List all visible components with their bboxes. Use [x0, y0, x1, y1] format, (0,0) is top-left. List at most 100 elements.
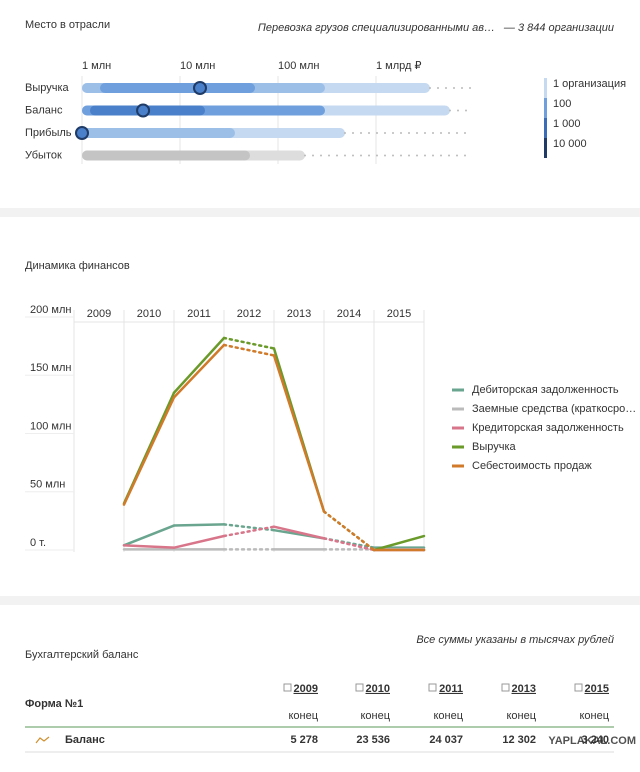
series-line — [222, 343, 276, 357]
expand-icon — [501, 683, 510, 692]
distribution-dot — [304, 154, 306, 157]
distribution-dot — [448, 132, 450, 134]
distribution-dot — [464, 132, 466, 134]
x-tick-label: 2014 — [337, 308, 361, 320]
cell: 12 302 — [502, 734, 536, 746]
separator — [0, 596, 640, 605]
sub-header: конец — [288, 710, 318, 722]
series-line — [122, 544, 176, 549]
legend-swatch — [544, 98, 547, 118]
x-tick-label: 2010 — [137, 308, 161, 320]
distribution-dot — [456, 132, 458, 134]
expand-icon — [428, 683, 437, 692]
distribution-dot — [400, 154, 402, 157]
cell: 24 037 — [429, 734, 463, 746]
year-header: 2013 — [512, 683, 536, 695]
expand-icon — [283, 683, 292, 692]
distribution-dot — [392, 154, 394, 157]
x-tick-label: 1 млн — [82, 60, 111, 72]
distribution-dot — [429, 87, 431, 89]
distribution-dot — [392, 132, 394, 134]
legend-label: Заемные средства (краткосро… — [472, 403, 636, 415]
section-title: Бухгалтерский баланс — [25, 649, 139, 661]
legend-label: 1 организация — [553, 78, 626, 90]
distribution-dot — [352, 132, 354, 134]
row-label: Баланс — [25, 104, 63, 116]
distribution-dot — [344, 154, 346, 157]
expand-icon — [355, 683, 364, 692]
legend-swatch — [544, 138, 547, 158]
distribution-dot — [408, 132, 410, 134]
cell: 5 278 — [290, 734, 318, 746]
x-tick-label: 2015 — [387, 308, 411, 320]
distribution-dot — [376, 154, 378, 157]
distribution-dot — [437, 87, 439, 89]
legend-swatch — [544, 118, 547, 138]
row-label: Выручка — [25, 82, 70, 94]
section-title: Динамика финансов — [25, 260, 130, 272]
legend-label: Кредиторская задолженность — [472, 422, 624, 434]
watermark: YAPLAKAL.COM — [548, 735, 636, 747]
distribution-dot — [457, 109, 459, 112]
distribution-dot — [464, 154, 466, 157]
series-line — [222, 336, 276, 350]
distribution-dot — [384, 132, 386, 134]
x-tick-label: 10 млн — [180, 60, 215, 72]
sub-header: конец — [579, 710, 609, 722]
separator — [0, 208, 640, 217]
series-line — [122, 524, 176, 547]
org-count: — 3 844 организации — [503, 22, 614, 34]
series-line — [272, 354, 326, 513]
series-line — [122, 396, 176, 506]
series-line — [372, 534, 426, 552]
company-marker — [75, 126, 89, 140]
note: Все суммы указаны в тысячах рублей — [416, 634, 614, 646]
distribution-dot — [448, 154, 450, 157]
industry: Перевозка грузов специализированными ав… — [258, 22, 495, 34]
x-tick-label: 2011 — [187, 308, 211, 320]
row-label: Баланс — [65, 734, 105, 746]
distribution-dot — [465, 109, 467, 112]
y-tick-label: 50 млн — [30, 479, 65, 491]
distribution-dot — [320, 154, 322, 157]
series-line — [172, 343, 226, 399]
y-tick-label: 200 млн — [30, 304, 71, 316]
distribution-dot — [336, 154, 338, 157]
legend-label: 1 000 — [553, 118, 581, 130]
legend-swatch — [544, 78, 547, 98]
distribution-dot — [360, 154, 362, 157]
distribution-dot — [432, 132, 434, 134]
year-header: 2010 — [366, 683, 390, 695]
cell: 23 536 — [356, 734, 390, 746]
distribution-dot — [416, 132, 418, 134]
year-header: 2015 — [585, 683, 609, 695]
distribution-dot — [445, 87, 447, 89]
distribution-dot — [424, 154, 426, 157]
series-line — [322, 510, 376, 552]
legend-label: 100 — [553, 98, 571, 110]
distribution-dot — [328, 154, 330, 157]
distribution-dot — [456, 154, 458, 157]
y-tick-label: 0 т. — [30, 537, 46, 549]
distribution-dot — [376, 132, 378, 134]
distribution-dot — [344, 132, 346, 134]
series-line — [172, 336, 226, 394]
distribution-dot — [440, 154, 442, 157]
legend-label: Дебиторская задолженность — [472, 384, 619, 396]
series-line — [172, 534, 226, 549]
x-tick-label: 2009 — [87, 308, 111, 320]
row-label: Прибыль — [25, 127, 72, 139]
distribution-dot — [368, 154, 370, 157]
series-line — [172, 523, 226, 527]
distribution-dot — [453, 87, 455, 89]
series-line — [222, 525, 276, 538]
expand-icon — [574, 683, 583, 692]
sub-header: конец — [506, 710, 536, 722]
distribution-dot — [440, 132, 442, 134]
series-line — [322, 537, 376, 552]
section-title: Место в отрасли — [25, 19, 110, 31]
company-marker — [136, 103, 151, 118]
distribution-dot — [312, 154, 314, 157]
y-tick-label: 150 млн — [30, 362, 71, 374]
